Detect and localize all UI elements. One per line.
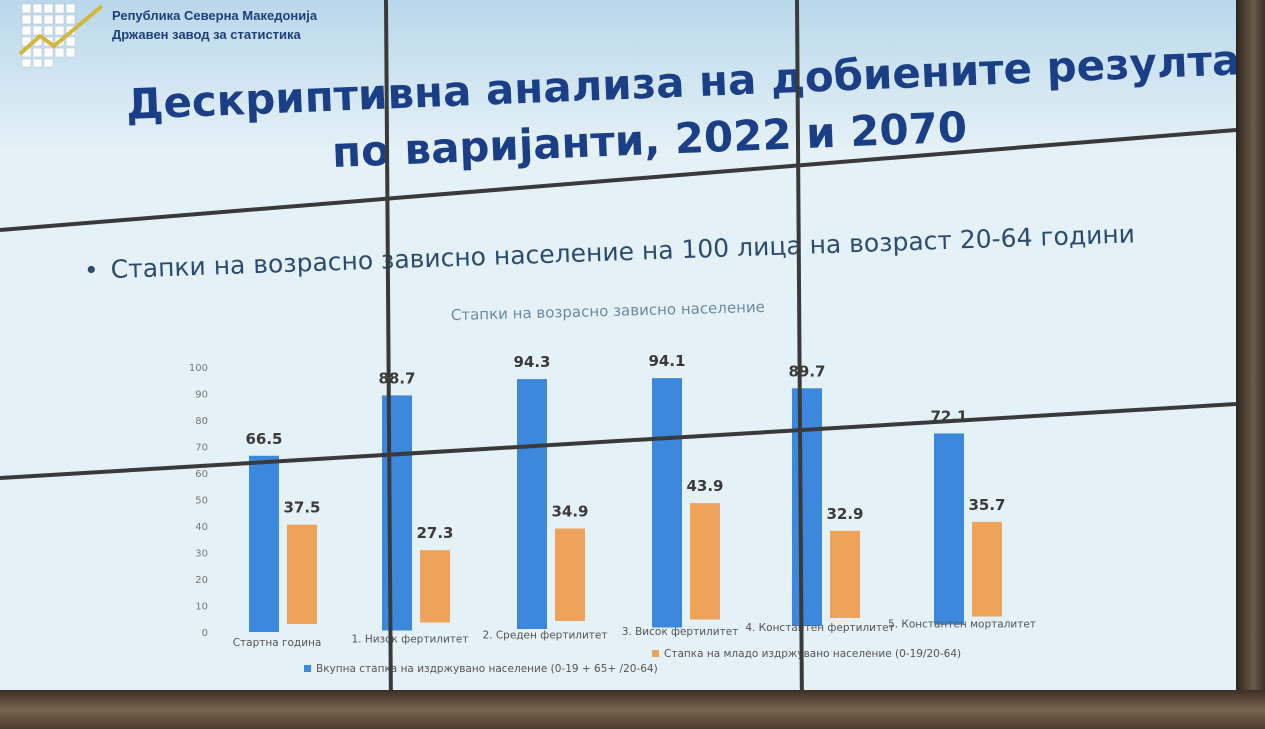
data-label-young: 34.9 [551,503,588,521]
x-category-label: 1. Низок фертилитет [351,633,468,645]
x-category-label: 5. Константен морталитет [888,618,1036,630]
data-label-young: 32.9 [826,505,863,523]
y-tick-label: 20 [195,575,208,586]
y-tick-label: 80 [195,416,208,427]
legend-swatch-young [652,650,659,657]
bar-total-dependency [382,395,412,631]
y-tick-label: 90 [195,390,208,401]
y-axis: 0 10 20 30 40 50 60 70 80 90 100 [189,363,208,639]
bar-total-dependency [934,433,964,625]
legend-label-young: Стапка на младо издржувано население (0-… [664,648,961,660]
legend-label-total: Вкупна стапка на издржувано население (0… [316,663,658,675]
org-name-line2: Државен завод за статистика [112,27,301,42]
x-axis: Стартна година 1. Низок фертилитет 2. Сред… [233,618,1036,649]
legend-swatch-total [304,665,311,672]
bar-total-dependency [652,378,682,628]
bar-group: 66.537.588.727.394.334.994.143.989.732.9… [245,352,1006,632]
y-tick-label: 50 [195,496,208,507]
x-category-label: Стартна година [233,637,322,649]
bar-young-dependency [830,530,860,618]
org-name-line1: Република Северна Македонија [112,8,318,23]
x-category-label: 2. Среден фертилитет [482,630,607,642]
bar-total-dependency [517,379,547,629]
header-band [0,0,1236,150]
bar-young-dependency [555,528,585,621]
y-tick-label: 70 [195,443,208,454]
y-tick-label: 30 [195,549,208,560]
bar-young-dependency [420,550,450,623]
x-category-label: 4. Константен фертилитет [745,622,894,634]
bar-young-dependency [287,524,317,624]
chart-legend: Вкупна стапка на издржувано население (0… [304,648,961,675]
data-label-total: 66.5 [245,430,282,448]
bar-chart: Стапки на возрасно зависно население 010… [189,298,1036,675]
data-label-young: 37.5 [283,499,320,517]
display-wall-seams [0,0,1236,712]
y-tick-label: 0 [202,628,208,639]
y-tick-label: 40 [195,522,208,533]
y-tick-label: 60 [195,469,208,480]
data-label-total: 94.1 [648,352,685,370]
bar-young-dependency [972,521,1002,617]
statistics-logo-icon [18,3,104,68]
bar-young-dependency [690,503,720,620]
data-label-young: 35.7 [968,496,1005,514]
data-label-total: 94.3 [513,353,550,371]
x-category-label: 3. Висок фертилитет [622,626,739,638]
room-wall-right [1236,0,1265,729]
data-label-young: 43.9 [686,477,723,495]
y-tick-label: 100 [189,363,208,374]
room-floor [0,690,1265,729]
y-tick-label: 10 [195,602,208,613]
presentation-screen: Република Северна Македонија Државен зав… [0,0,1236,712]
data-label-young: 27.3 [416,524,453,542]
bar-total-dependency [249,455,279,632]
